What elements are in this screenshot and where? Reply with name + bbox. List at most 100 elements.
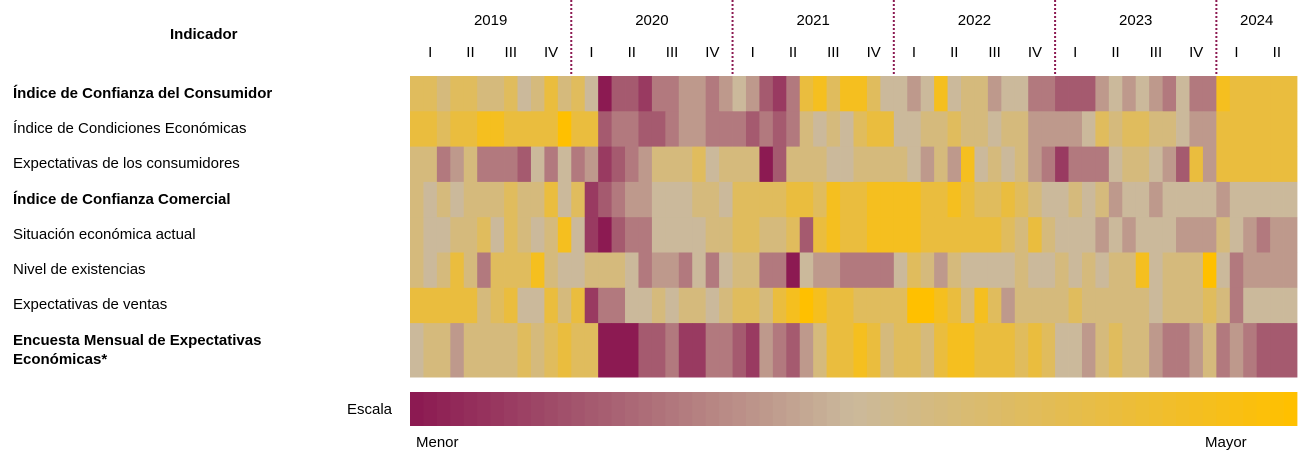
cell [732,111,747,147]
cell [947,252,962,289]
cell [490,76,505,112]
cell [530,146,545,183]
cell [450,76,465,112]
cell [504,146,518,183]
cell [450,323,465,378]
cell [611,111,626,147]
cell [1041,323,1056,378]
cell [477,252,492,289]
year-label: 2020 [635,12,668,29]
cell [947,111,962,147]
cell [1108,252,1123,289]
cell [638,76,653,112]
cell [1283,287,1298,324]
scale-swatch [799,392,814,426]
cell [410,323,424,378]
cell [947,181,962,218]
cell [772,146,787,183]
cell [625,252,639,289]
scale-swatch [1256,392,1271,426]
cell [920,146,935,183]
row-label: Nivel de existencias [13,261,146,279]
cell [557,181,572,218]
cell [1028,76,1043,112]
cell [450,181,465,218]
cell [920,181,935,218]
cell [866,181,881,218]
cell [934,323,948,378]
scale-swatch [759,392,774,426]
scale-swatch [598,392,612,426]
cell [410,252,424,289]
cell [1256,76,1271,112]
scale-swatch [450,392,465,426]
cell [987,217,1002,253]
cell [1108,111,1123,147]
quarter-label: III [988,44,1001,61]
cell [1243,181,1258,218]
cell [1216,76,1231,112]
cell [853,76,868,112]
cell [651,76,666,112]
cell [1256,252,1271,289]
cell [987,76,1002,112]
cell [1055,252,1069,289]
cell [436,111,451,147]
cell [813,252,828,289]
cell [1202,146,1217,183]
cell [504,181,518,218]
cell [1149,287,1164,324]
cell [705,217,720,253]
quarter-label: I [428,44,432,61]
scale-swatch [1189,392,1204,426]
cell [1001,217,1016,253]
cell [1256,146,1271,183]
cell [1283,252,1298,289]
quarter-label: II [628,44,636,61]
cell [584,217,599,253]
cell [1095,252,1110,289]
cell [665,287,680,324]
cell [1270,323,1284,378]
cell [772,323,787,378]
cell [893,217,908,253]
cell [1055,217,1069,253]
cell [665,181,680,218]
year-label: 2021 [796,12,829,29]
cell [1028,217,1043,253]
cell [1081,217,1096,253]
cell [1122,146,1137,183]
cell [1162,181,1177,218]
row-label: Índice de Confianza del Consumidor [13,84,273,102]
scale-swatch [665,392,680,426]
cell [584,181,599,218]
cell [853,181,868,218]
cell [1122,252,1137,289]
cell [893,111,908,147]
cell [1014,146,1029,183]
row-header: Indicador [170,26,238,43]
cell [974,181,989,218]
cell [1001,111,1016,147]
cell [934,146,948,183]
cell [880,217,895,253]
cell [1283,323,1298,378]
cell [436,146,451,183]
cell [1256,287,1271,324]
cell [1001,287,1016,324]
quarter-label: II [466,44,474,61]
cell [1122,323,1137,378]
cell [544,287,559,324]
cell [745,146,760,183]
cell [1162,287,1177,324]
cell [1135,76,1150,112]
cell [705,287,720,324]
scale-swatch [638,392,653,426]
cell [423,287,438,324]
cell [1256,217,1271,253]
cell [490,252,505,289]
scale-swatch [813,392,828,426]
quarter-label: III [1150,44,1163,61]
cell [745,217,760,253]
